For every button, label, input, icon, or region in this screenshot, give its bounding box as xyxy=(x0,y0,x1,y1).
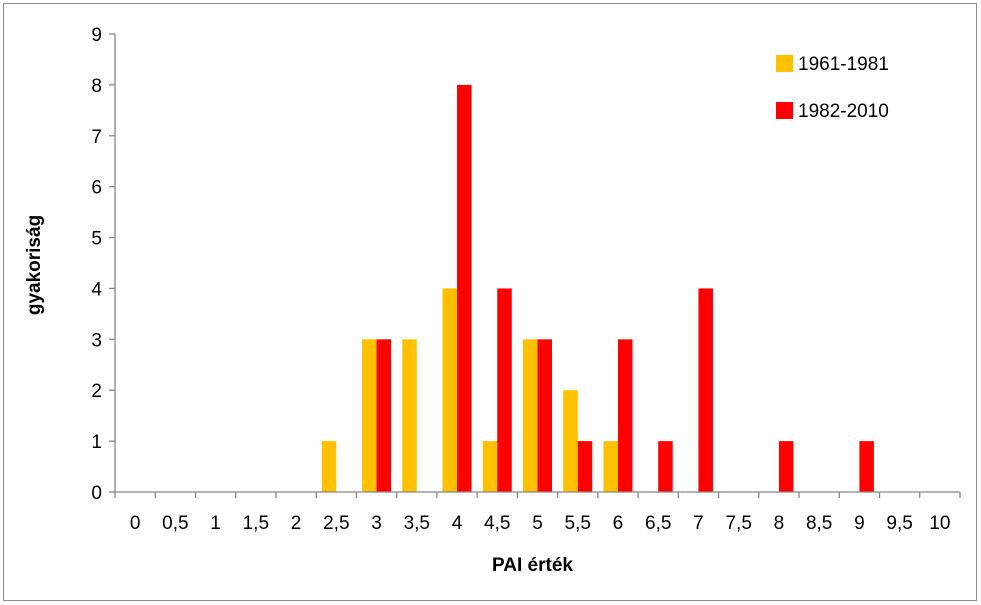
y-tick-label: 7 xyxy=(91,127,102,148)
bar-1982-2010-6 xyxy=(617,339,633,492)
bar-1982-2010-7 xyxy=(698,288,713,492)
bar-1982-2010-8 xyxy=(778,441,794,492)
y-tick-label: 5 xyxy=(91,229,102,250)
x-tick-label: 8,5 xyxy=(806,513,832,534)
bar-1961-1981-3 xyxy=(362,339,377,492)
x-tick-label: 7 xyxy=(693,513,704,534)
bar-1982-2010-9 xyxy=(859,441,874,492)
x-tick-label: 9,5 xyxy=(886,513,912,534)
x-tick-label: 3 xyxy=(371,513,382,534)
x-tick-label: 2,5 xyxy=(323,513,349,534)
legend-label-1982-2010: 1982-2010 xyxy=(798,101,889,122)
y-tick-label: 6 xyxy=(91,178,102,199)
x-tick-label: 9 xyxy=(854,513,865,534)
x-tick-label: 7,5 xyxy=(725,513,751,534)
y-axis-title: gyakoriság xyxy=(24,215,45,315)
y-tick-label: 3 xyxy=(91,330,102,351)
bar-1982-2010-4,5 xyxy=(497,288,512,492)
x-tick-label: 0 xyxy=(130,513,141,534)
x-tick-label: 1,5 xyxy=(243,513,269,534)
bar-1982-2010-3 xyxy=(376,339,392,492)
y-tick-label: 1 xyxy=(91,432,102,453)
legend: 1961-1981 1982-2010 xyxy=(776,54,889,122)
bar-1982-2010-5,5 xyxy=(577,441,593,492)
bar-1961-1981-4 xyxy=(442,288,458,492)
bar-1961-1981-2,5 xyxy=(321,441,337,492)
x-tick-label: 0,5 xyxy=(162,513,188,534)
y-tick-label: 2 xyxy=(91,381,102,402)
bars-group xyxy=(321,84,874,492)
bar-1961-1981-5 xyxy=(523,339,538,492)
bar-1961-1981-5,5 xyxy=(563,390,578,492)
x-tick-label: 6,5 xyxy=(645,513,671,534)
legend-swatch-1961-1981 xyxy=(776,55,793,72)
x-tick-label: 8 xyxy=(774,513,785,534)
x-axis-title: PAI érték xyxy=(492,555,573,576)
x-tick-label: 5,5 xyxy=(565,513,591,534)
x-tick-label: 10 xyxy=(929,513,950,534)
x-ticks-group: 0 0,5 1 1,5 2 2,5 3 3,5 4 4,5 5 5,5 6 6,5 7 7,5 8 8,5 9 9,5… xyxy=(114,492,961,534)
x-tick-label: 6 xyxy=(613,513,624,534)
y-tick-label: 9 xyxy=(91,25,102,46)
x-tick-label: 5 xyxy=(532,513,543,534)
bar-1982-2010-4 xyxy=(457,84,472,492)
bar-1982-2010-5 xyxy=(537,339,552,492)
y-ticks-group: 0 1 2 3 4 5 6 7 8 9 xyxy=(91,25,115,504)
bar-1961-1981-6 xyxy=(603,441,618,492)
chart-frame xyxy=(3,3,977,601)
x-tick-label: 1 xyxy=(210,513,221,534)
bar-1982-2010-6,5 xyxy=(658,441,673,492)
bar-1961-1981-3,5 xyxy=(402,339,417,492)
y-tick-label: 8 xyxy=(91,76,102,97)
x-tick-label: 2 xyxy=(291,513,302,534)
legend-swatch-1982-2010 xyxy=(776,102,793,119)
x-tick-label: 3,5 xyxy=(404,513,430,534)
x-tick-label: 4 xyxy=(452,513,463,534)
y-tick-label: 0 xyxy=(91,483,102,504)
x-tick-label: 4,5 xyxy=(484,513,510,534)
bar-1961-1981-4,5 xyxy=(482,441,498,492)
legend-label-1961-1981: 1961-1981 xyxy=(798,54,889,75)
y-tick-label: 4 xyxy=(91,279,102,300)
